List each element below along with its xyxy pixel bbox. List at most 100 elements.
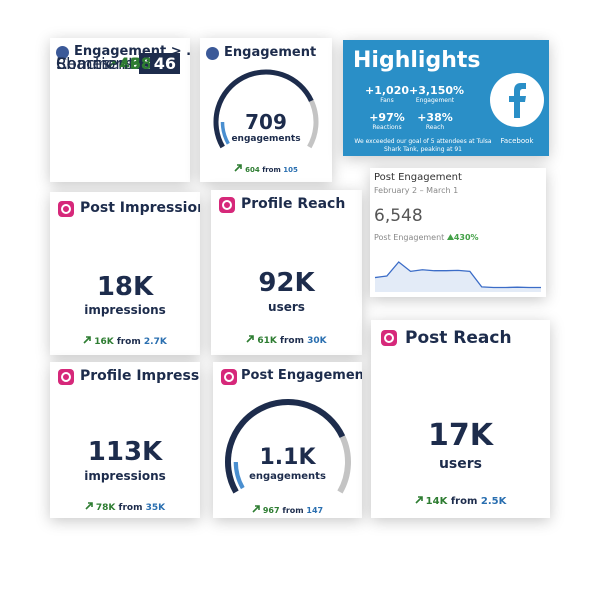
footer: 967 from 147 <box>213 505 362 515</box>
change: 604 <box>245 166 260 174</box>
facebook-logo <box>490 73 544 127</box>
stat-value: +3,150% <box>409 84 465 97</box>
change: 14K <box>425 496 448 507</box>
up-arrow <box>83 336 91 344</box>
from: from <box>450 496 478 507</box>
change-value: 38 <box>129 54 152 73</box>
value: 709 <box>245 110 287 134</box>
up-triangle <box>446 234 454 240</box>
card: Engagement 709 engagements 604 from 105 <box>200 38 332 182</box>
card: Post Engagement February 2 – March 1 6,5… <box>370 168 546 297</box>
from: from <box>280 336 304 346</box>
instagram-icon <box>58 201 74 217</box>
unit: users <box>268 300 305 314</box>
change: 61K <box>257 336 277 346</box>
up-arrow <box>415 496 423 504</box>
card-title: Engagement <box>224 45 317 60</box>
stat: +97% Reactions <box>361 111 413 131</box>
note: We exceeded our goal of 5 attendees at T… <box>354 138 492 153</box>
metric-label: Post Engagement <box>374 233 445 242</box>
base: 2.5K <box>480 496 507 507</box>
arrow-shape <box>415 496 423 504</box>
unit: users <box>438 456 483 472</box>
card-title: Profile Reach <box>241 196 346 212</box>
date-range: February 2 – March 1 <box>374 186 459 195</box>
network: Facebook <box>500 137 534 145</box>
up-arrow <box>234 164 242 172</box>
from: from <box>116 337 141 347</box>
unit: engagements <box>231 134 301 144</box>
arrow-shape <box>108 59 116 68</box>
card: Profile Impress... 113K impressions 78K … <box>50 362 200 518</box>
row-change: 38 <box>119 54 152 73</box>
unit: impressions <box>84 469 166 483</box>
gauge-inner <box>233 461 245 490</box>
base: 147 <box>306 506 324 515</box>
from: from <box>282 506 304 515</box>
sparkline-line <box>374 261 541 289</box>
value: 1.1K <box>259 445 316 470</box>
footer: 16K from 2.7K <box>50 336 200 347</box>
stat-label: Reactions <box>372 124 402 131</box>
value: 92K <box>258 268 315 298</box>
instagram-icon <box>221 369 237 385</box>
sparkline <box>374 261 541 292</box>
arrow-shape <box>246 335 255 343</box>
gauge <box>213 69 319 149</box>
card: Post Engagement 1.1K engagements 967 fro… <box>213 362 362 518</box>
instagram-icon <box>381 330 397 346</box>
value: 6,548 <box>374 206 423 226</box>
card-title: Post Engagement <box>241 368 362 383</box>
instagram-icon <box>58 369 74 385</box>
stat-value: +38% <box>417 111 453 124</box>
row-total: 46 <box>149 53 180 74</box>
row-label: Shares <box>56 54 111 73</box>
highlights-card: Highlights +1,020 Fans +3,150% Engagement +9… <box>343 40 549 156</box>
change: 78K <box>95 503 116 513</box>
card: Profile Reach 92K users 61K from 30K <box>211 190 362 355</box>
base: 30K <box>307 336 327 346</box>
row-label: Comments <box>56 54 143 73</box>
change: 430% <box>453 233 479 242</box>
footer: 61K from 30K <box>211 335 362 346</box>
sparkline-area <box>375 262 541 292</box>
gauge <box>225 399 351 494</box>
arrow-shape <box>119 59 127 68</box>
up-arrow <box>252 505 260 513</box>
arrow-shape <box>85 502 93 510</box>
up-arrow <box>108 59 116 68</box>
stat: +1,020 Fans <box>361 84 413 104</box>
base: 105 <box>283 166 298 174</box>
facebook-icon <box>206 47 219 60</box>
up-arrow <box>246 335 255 343</box>
instagram-icon <box>219 197 235 213</box>
gauge-inner <box>220 121 230 145</box>
metric: Post Engagement 430% <box>374 233 479 242</box>
change: 16K <box>94 337 114 347</box>
card: Post Reach 17K users 14K from 2.5K <box>371 320 550 518</box>
up-arrow <box>85 502 93 510</box>
footer: 604 from 105 <box>200 164 332 174</box>
up-arrow <box>119 59 127 68</box>
footer: 14K from 2.5K <box>371 496 550 507</box>
change-value: 68 <box>129 54 152 73</box>
card-title: Post Reach <box>405 328 512 348</box>
card: Post Impressions 18K impressions 16K fro… <box>50 192 200 355</box>
unit: impressions <box>84 303 166 317</box>
stat-label: Engagement <box>415 97 455 104</box>
from: from <box>262 166 281 174</box>
unit: engagements <box>249 471 326 482</box>
card: Engagement > ... Reactions498591Comments… <box>50 38 190 182</box>
gauge-fill <box>213 69 314 149</box>
arrow-shape <box>83 336 91 344</box>
from: from <box>118 503 143 513</box>
base: 2.7K <box>143 337 167 347</box>
stat-value: +97% <box>369 111 405 124</box>
card-title: Post Engagement <box>374 172 462 183</box>
stat: +38% Reach <box>409 111 461 131</box>
stat-label: Fans <box>380 97 394 104</box>
facebook-icon <box>56 46 69 59</box>
stat-label: Reach <box>425 124 445 131</box>
card-title: Profile Impress... <box>80 368 200 384</box>
